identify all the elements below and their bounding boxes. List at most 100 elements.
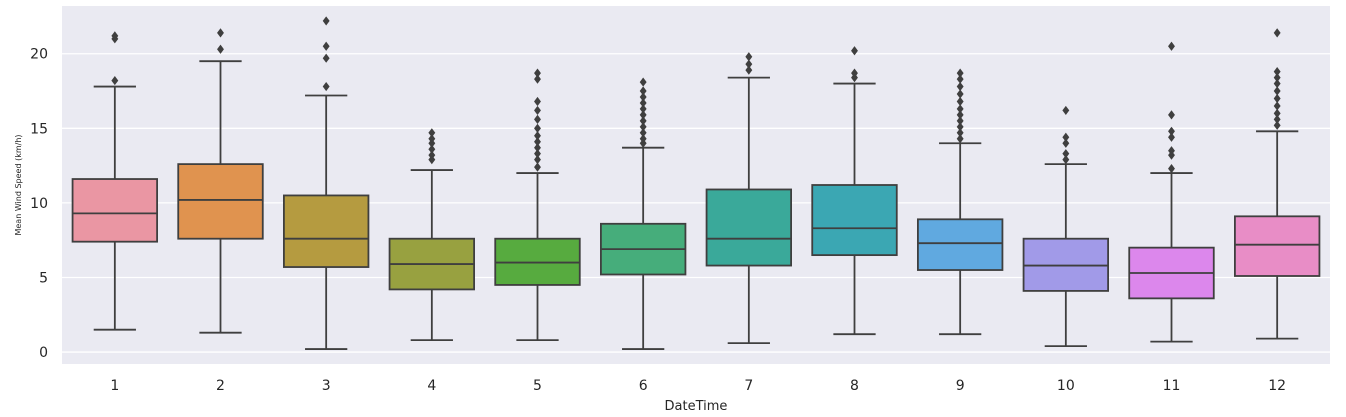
outlier-point (639, 104, 647, 114)
outlier-point (1168, 132, 1175, 142)
outlier-point (217, 28, 224, 38)
outlier-point (956, 122, 964, 132)
outlier-point (534, 105, 541, 116)
x-tick-label: 1 (110, 378, 119, 394)
outlier-point (534, 162, 541, 172)
x-tick-label: 4 (427, 378, 436, 394)
outlier-point (1062, 105, 1070, 116)
outlier-point (851, 46, 858, 56)
y-tick-label: 20 (30, 47, 48, 63)
outlier-point (956, 96, 964, 107)
outlier-point (745, 59, 753, 69)
iqr-box (71, 178, 158, 243)
outlier-point (639, 86, 647, 96)
outlier-point (322, 81, 330, 92)
outlier-point (534, 96, 541, 107)
outlier-point (956, 81, 964, 92)
x-tick-labels: 1 2 3 4 5 6 7 8 9 10 11 12 (110, 378, 1286, 394)
outlier-point (111, 31, 119, 41)
outlier-point (1273, 101, 1281, 111)
iqr-box (811, 184, 898, 257)
outlier-point (534, 131, 541, 141)
outlier-point (428, 134, 436, 144)
iqr-box (705, 188, 792, 267)
box-month-10 (1022, 105, 1109, 348)
outlier-point (534, 149, 541, 159)
x-tick-label: 2 (216, 378, 225, 394)
outlier-point (956, 68, 964, 78)
outlier-point (1273, 108, 1281, 118)
box-month-8 (811, 46, 898, 336)
outlier-point (534, 143, 541, 153)
box-month-5 (494, 68, 581, 342)
box-month-6 (600, 77, 687, 350)
y-tick-labels: 0 5 10 15 20 (30, 47, 48, 361)
outlier-point (1273, 114, 1281, 124)
outlier-point (534, 74, 541, 84)
outlier-point (639, 122, 647, 132)
outlier-point (217, 44, 224, 54)
outlier-point (428, 150, 436, 160)
outlier-point (1168, 126, 1175, 136)
outlier-point (639, 134, 647, 144)
outlier-point (1168, 110, 1175, 120)
outlier-point (851, 68, 858, 78)
iqr-box (1234, 215, 1321, 277)
x-tick-label: 12 (1268, 378, 1286, 394)
outlier-point (1062, 132, 1070, 142)
outlier-point (639, 116, 647, 126)
outlier-point (956, 116, 964, 126)
box-month-11 (1128, 41, 1215, 343)
outlier-point (956, 104, 964, 114)
plot-area (62, 6, 1330, 364)
outlier-point (1273, 120, 1281, 130)
outlier-point (1062, 155, 1070, 165)
x-tick-label: 6 (639, 378, 648, 394)
y-tick-label: 0 (39, 345, 48, 361)
iqr-box (282, 194, 370, 268)
outlier-point (534, 123, 541, 133)
x-tick-label: 11 (1163, 378, 1181, 394)
y-axis-title: Mean Wind Speed (km/h) (14, 134, 23, 235)
iqr-box (917, 218, 1004, 271)
outlier-point (1168, 41, 1175, 51)
outlier-point (1273, 67, 1281, 77)
y-tick-label: 10 (30, 196, 48, 212)
outlier-point (1273, 93, 1281, 104)
iqr-box (177, 163, 264, 240)
outlier-point (1273, 78, 1281, 89)
outlier-point (956, 89, 964, 99)
outlier-point (956, 110, 964, 120)
outlier-point (639, 77, 647, 87)
y-tick-label: 5 (39, 270, 48, 286)
x-axis-title: DateTime (665, 399, 728, 414)
box-month-9 (917, 68, 1004, 336)
outlier-point (322, 41, 330, 51)
outlier-point (534, 155, 541, 165)
outlier-point (322, 53, 330, 63)
grid-lines (62, 53, 1330, 353)
outlier-point (534, 137, 541, 147)
box-month-4 (388, 128, 476, 342)
outlier-point (1062, 138, 1070, 148)
y-tick-label: 15 (30, 121, 48, 137)
x-tick-label: 3 (322, 378, 331, 394)
outlier-point (639, 92, 647, 102)
box-month-7 (705, 52, 792, 345)
box-month-12 (1234, 28, 1321, 340)
outlier-point (956, 134, 964, 144)
outlier-point (534, 68, 541, 78)
outlier-point (428, 144, 436, 154)
outlier-point (745, 65, 753, 75)
box-series (71, 16, 1321, 350)
outlier-point (745, 52, 753, 62)
x-tick-label: 9 (956, 378, 965, 394)
outlier-point (956, 74, 964, 84)
outlier-point (322, 16, 330, 26)
outlier-point (1168, 163, 1175, 174)
outlier-point (1273, 73, 1281, 83)
x-tick-label: 8 (850, 378, 859, 394)
x-tick-label: 5 (533, 378, 542, 394)
outlier-point (428, 128, 436, 138)
